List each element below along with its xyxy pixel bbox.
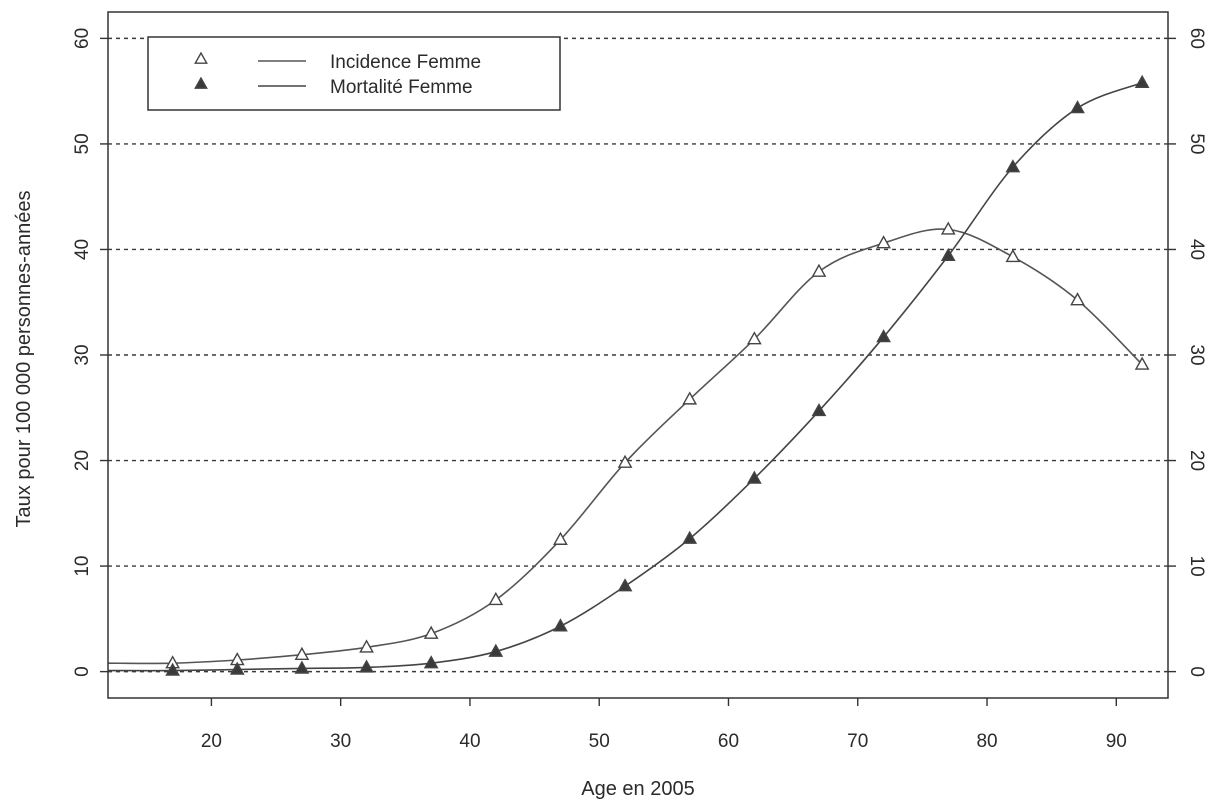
series-line xyxy=(107,81,1143,672)
data-point xyxy=(359,659,374,673)
data-point xyxy=(488,643,504,657)
y-tick-label-left: 0 xyxy=(72,666,93,677)
series-0 xyxy=(107,221,1150,669)
data-point xyxy=(682,530,698,544)
legend-label: Incidence Femme xyxy=(330,52,481,73)
y-tick-label-left: 30 xyxy=(72,344,93,365)
data-point xyxy=(488,591,504,606)
data-point xyxy=(746,470,762,484)
x-tick-label: 90 xyxy=(1106,731,1127,752)
y-tick-label-left: 50 xyxy=(72,133,93,154)
y-tick-label-right: 30 xyxy=(1186,344,1207,365)
data-point xyxy=(294,660,310,674)
x-axis-title: Age en 2005 xyxy=(581,778,694,800)
data-point xyxy=(876,235,891,249)
data-point xyxy=(811,403,827,417)
data-point xyxy=(876,329,891,343)
legend-box xyxy=(147,36,561,111)
data-series xyxy=(107,74,1150,676)
legend-marker xyxy=(194,51,208,64)
data-point xyxy=(1005,248,1021,263)
y-tick-label-right: 20 xyxy=(1186,450,1207,471)
y-tick-label-right: 40 xyxy=(1186,239,1207,260)
axes: 20 30 40 50 60 70 80 90 0 10 20 30 40 50 60 0 10 20 30 40 50… xyxy=(72,28,1207,752)
x-tick-label: 60 xyxy=(718,731,739,752)
y-tick-label-right: 60 xyxy=(1186,28,1207,49)
legend-marker xyxy=(194,76,208,89)
y-tick-label-left: 40 xyxy=(72,239,93,260)
legend-label: Mortalité Femme xyxy=(330,77,473,98)
data-point xyxy=(746,331,762,345)
data-point xyxy=(617,578,633,592)
y-tick-label-right: 50 xyxy=(1186,133,1207,154)
data-point xyxy=(553,531,568,545)
data-point xyxy=(1070,100,1085,114)
data-point xyxy=(1134,356,1150,370)
y-tick-label-left: 60 xyxy=(72,28,93,49)
y-tick-label-left: 10 xyxy=(72,556,93,577)
legend-items: Incidence Femme Mortalité Femme xyxy=(194,51,481,98)
data-point xyxy=(423,655,439,669)
x-tick-label: 30 xyxy=(330,731,351,752)
x-tick-label: 70 xyxy=(847,731,868,752)
data-point xyxy=(165,662,181,676)
data-point xyxy=(940,247,956,262)
data-point xyxy=(229,661,245,675)
x-tick-label: 40 xyxy=(459,731,480,752)
y-tick-label-right: 0 xyxy=(1186,666,1207,677)
data-point xyxy=(423,625,439,639)
x-tick-label: 20 xyxy=(201,731,222,752)
y-axis-title: Taux pour 100 000 personnes-années xyxy=(13,191,35,528)
y-tick-label-right: 10 xyxy=(1186,556,1207,577)
data-point xyxy=(617,454,633,468)
data-point xyxy=(940,221,956,235)
x-tick-label: 80 xyxy=(976,731,997,752)
data-point xyxy=(1134,74,1150,88)
y-tick-label-left: 20 xyxy=(72,450,93,471)
data-point xyxy=(359,639,374,653)
data-point xyxy=(1005,159,1021,173)
data-point xyxy=(294,646,310,660)
series-1 xyxy=(107,74,1150,676)
legend: Incidence Femme Mortalité Femme xyxy=(147,36,561,111)
data-point xyxy=(553,618,568,632)
data-point xyxy=(1070,292,1085,306)
data-point xyxy=(682,391,698,405)
data-point xyxy=(811,263,827,277)
x-tick-label: 50 xyxy=(589,731,610,752)
